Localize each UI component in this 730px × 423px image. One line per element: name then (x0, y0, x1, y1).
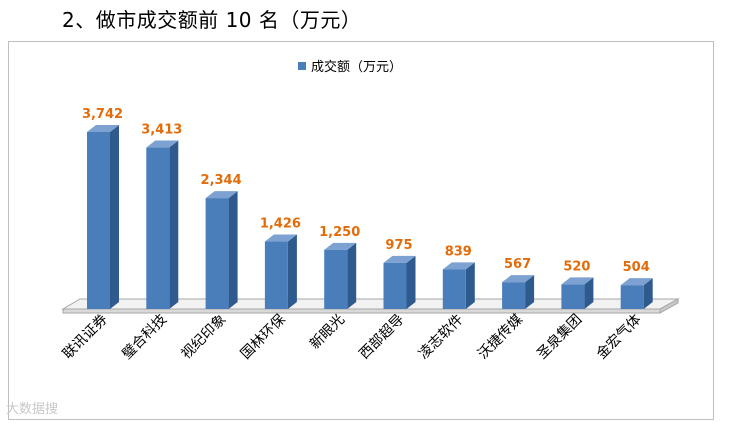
data-label: 520 (563, 259, 590, 274)
page-heading: 2、做市成交额前 10 名（万元） (62, 8, 362, 32)
bar-top (264, 234, 297, 242)
bar-top (324, 242, 357, 250)
bar-side (228, 191, 238, 309)
category-label: 璧合科技 (119, 311, 171, 363)
bar-side (169, 140, 179, 309)
bar (383, 262, 407, 309)
bar (442, 269, 466, 309)
bar-side (347, 242, 357, 309)
chart-floor-front (62, 308, 661, 314)
bar-side (643, 278, 653, 309)
legend-swatch (298, 62, 306, 70)
data-label: 975 (385, 238, 412, 253)
data-label: 2,344 (201, 173, 242, 188)
data-label: 504 (623, 260, 650, 275)
watermark-text: 大数据搜 (6, 402, 59, 417)
legend-label: 成交额（万元） (311, 59, 402, 75)
category-label: 沃捷传媒 (475, 312, 526, 363)
bar (561, 284, 585, 309)
category-label: 金宏气体 (594, 312, 645, 363)
bar-top (442, 262, 475, 270)
bar-top (502, 275, 535, 283)
chart-floor-side (659, 298, 679, 314)
bar (87, 132, 110, 309)
bar-side (110, 125, 119, 309)
bar-side (465, 262, 475, 309)
bar-top (561, 277, 594, 285)
bar-side (584, 277, 594, 309)
bar-top (146, 140, 179, 148)
data-label: 839 (445, 244, 472, 259)
data-label: 1,250 (319, 225, 360, 240)
category-label: 国林环保 (238, 312, 289, 363)
bar-top (205, 191, 238, 199)
bar (502, 282, 526, 309)
bar-top (87, 125, 119, 132)
chart-frame (8, 41, 714, 420)
bar (146, 147, 170, 309)
bar-side (287, 234, 297, 309)
bar-side (406, 255, 416, 309)
category-label: 新眼光 (307, 312, 348, 353)
bar (324, 249, 348, 309)
data-label: 3,742 (82, 107, 123, 122)
category-label: 视纪印象 (179, 312, 230, 363)
category-label: 西部超导 (356, 312, 407, 363)
data-label: 567 (504, 257, 531, 272)
bar-top (383, 255, 416, 263)
category-label: 联讯证券 (60, 312, 111, 363)
bar (620, 285, 644, 309)
category-label: 凌志软件 (416, 312, 467, 363)
category-label: 圣泉集团 (534, 311, 586, 363)
bar-side (525, 275, 535, 309)
bar (205, 198, 229, 309)
bar-top (620, 278, 653, 286)
data-label: 3,413 (141, 123, 182, 138)
bar (264, 241, 288, 309)
data-label: 1,426 (260, 217, 301, 232)
